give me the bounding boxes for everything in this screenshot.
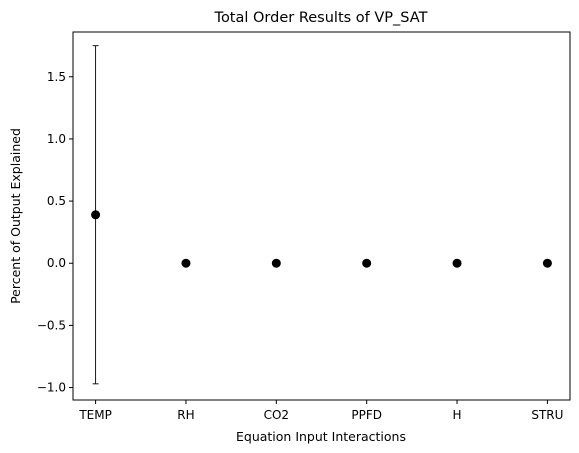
data-point xyxy=(271,258,281,268)
plot-area: −1.0 −0.5 0.0 0.5 1.0 1.5 TEMP RH CO2 PPFD H STRU xyxy=(37,31,571,422)
x-tick-label: CO2 xyxy=(264,408,289,422)
plot-frame xyxy=(72,31,571,401)
data-point xyxy=(452,258,462,268)
x-tick-label: RH xyxy=(177,408,194,422)
y-tick-label: 0.5 xyxy=(47,194,66,208)
data-point xyxy=(362,258,372,268)
chart-title: Total Order Results of VP_SAT xyxy=(214,10,428,26)
data-point xyxy=(542,258,552,268)
y-axis-label: Percent of Output Explained xyxy=(8,128,23,304)
x-tick-label: PPFD xyxy=(351,408,382,422)
x-tick-label: TEMP xyxy=(78,408,112,422)
x-tick-label: STRU xyxy=(531,408,563,422)
x-tick-label: H xyxy=(453,408,462,422)
data-point xyxy=(91,210,101,220)
y-tick-label: 1.5 xyxy=(47,70,66,84)
y-tick-label: −1.0 xyxy=(37,381,66,395)
y-tick-label: 1.0 xyxy=(47,132,66,146)
data-point xyxy=(181,258,191,268)
x-axis-label: Equation Input Interactions xyxy=(236,429,406,444)
y-tick-label: −0.5 xyxy=(37,318,66,332)
y-tick-label: 0.0 xyxy=(47,256,66,270)
